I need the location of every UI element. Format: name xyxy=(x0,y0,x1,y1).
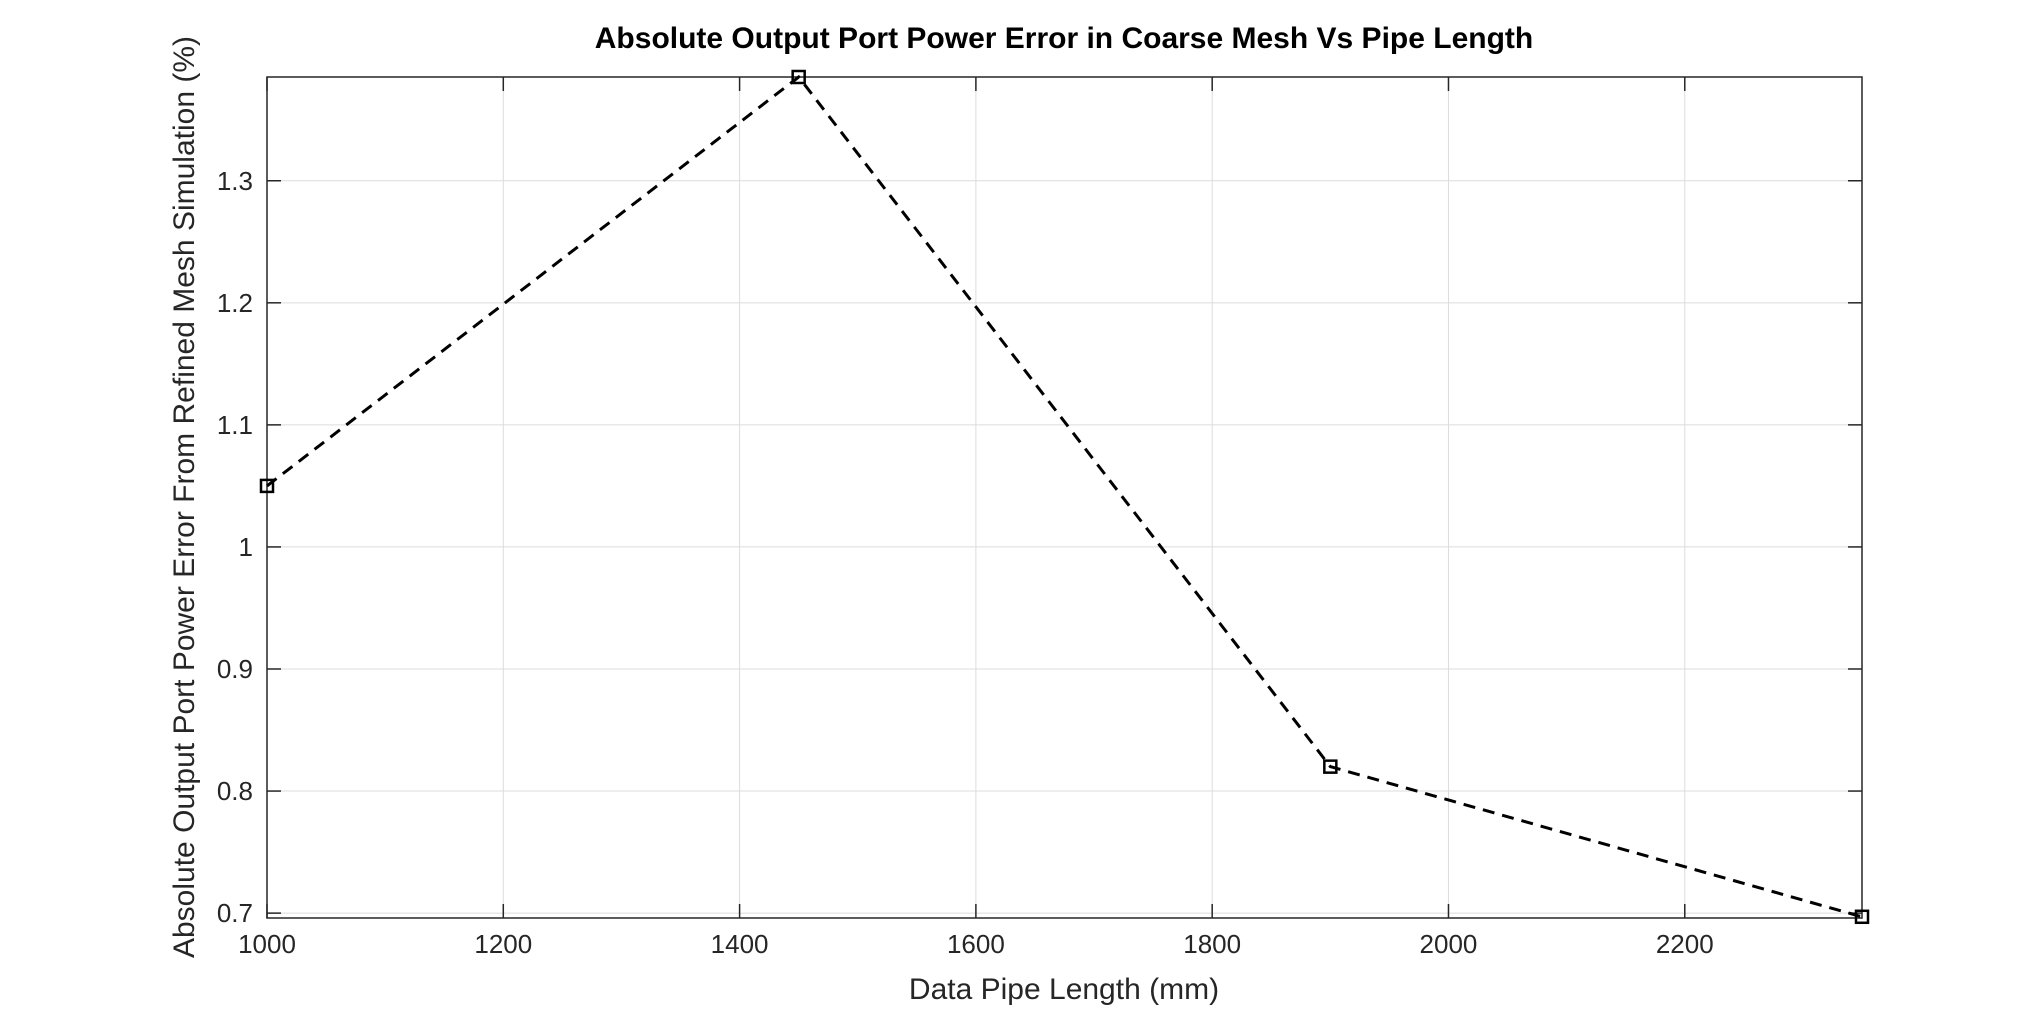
data-point-marker xyxy=(1854,909,1870,925)
x-tick-label: 1400 xyxy=(711,929,769,959)
grid xyxy=(266,77,1862,918)
x-axis-label: Data Pipe Length (mm) xyxy=(909,973,1219,1006)
y-tick-label: 0.9 xyxy=(217,654,253,684)
y-tick-label: 0.7 xyxy=(217,898,253,928)
chart-title: Absolute Output Port Power Error in Coar… xyxy=(595,22,1533,55)
y-tick-label: 1.2 xyxy=(217,288,253,318)
data-point-marker xyxy=(259,478,275,494)
axis-ticks: 1000 1200 1400 1600 1800 2000 2200 0.7 0.8 0.9 1 1.… xyxy=(217,77,1862,959)
x-tick-label: 1600 xyxy=(947,929,1005,959)
y-tick-label: 1 xyxy=(239,532,253,562)
x-tick-label: 2000 xyxy=(1420,929,1478,959)
series-layer xyxy=(259,69,1870,925)
y-tick-label: 0.8 xyxy=(217,776,253,806)
data-point-marker xyxy=(1323,759,1338,774)
x-tick-label: 1800 xyxy=(1183,929,1241,959)
x-tick-label: 1200 xyxy=(474,929,532,959)
plot-area-frame xyxy=(266,76,1863,919)
y-axis-label: Absolute Output Port Power Error From Re… xyxy=(168,36,201,958)
x-tick-label: 2200 xyxy=(1656,929,1714,959)
x-tick-label: 1000 xyxy=(238,929,296,959)
series-line xyxy=(266,74,1863,919)
y-tick-label: 1.1 xyxy=(217,410,253,440)
data-point-marker xyxy=(791,69,806,85)
y-tick-label: 1.3 xyxy=(217,166,253,196)
